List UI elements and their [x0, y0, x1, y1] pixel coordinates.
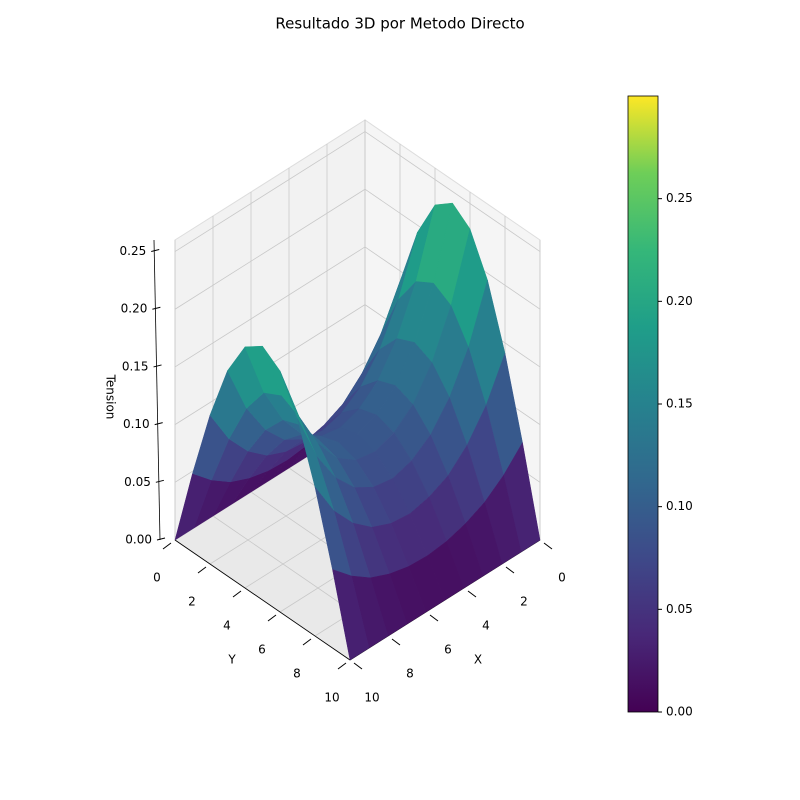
y-tick	[162, 542, 172, 550]
grid-line	[174, 246, 366, 368]
z-tick-label: 0.25	[120, 244, 147, 258]
z-tick	[151, 249, 160, 253]
x-axis-label: X	[474, 653, 482, 667]
z-axis-label: Tension	[104, 374, 118, 420]
y-tick-label: 4	[223, 619, 231, 633]
z-tick	[153, 364, 162, 368]
y-tick	[267, 614, 277, 622]
z-tick-label: 0.00	[125, 533, 152, 547]
x-tick	[429, 614, 439, 622]
colorbar	[627, 95, 659, 713]
y-tick-label: 6	[258, 643, 266, 657]
z-tick	[154, 422, 163, 426]
y-axis-label: Y	[227, 653, 236, 667]
z-tick	[152, 306, 161, 310]
axis-line	[153, 239, 161, 541]
x-tick-label: 0	[558, 571, 566, 585]
x-tick-label: 6	[444, 643, 452, 657]
z-tick-label: 0.20	[121, 302, 148, 316]
x-tick	[353, 662, 363, 670]
colorbar-tick-label: 0.20	[666, 294, 693, 308]
colorbar-tick-label: 0.25	[666, 191, 693, 205]
y-tick	[232, 590, 242, 598]
y-tick-label: 8	[293, 667, 301, 681]
y-tick	[197, 566, 207, 574]
x-tick-label: 2	[520, 595, 528, 609]
x-tick	[505, 566, 515, 574]
x-tick-label: 10	[364, 691, 379, 705]
y-tick-label: 2	[188, 595, 196, 609]
z-tick-label: 0.10	[123, 417, 150, 431]
x-tick	[467, 590, 477, 598]
grid-line	[174, 131, 366, 252]
y-tick	[302, 638, 312, 646]
colorbar-tick-label: 0.00	[666, 705, 693, 719]
colorbar-tick-label: 0.10	[666, 499, 693, 513]
chart-title: Resultado 3D por Metodo Directo	[275, 15, 524, 33]
z-tick-label: 0.15	[122, 359, 149, 373]
z-tick	[156, 537, 166, 541]
x-tick-label: 8	[406, 667, 414, 681]
x-tick	[391, 638, 401, 646]
y-tick	[337, 662, 347, 670]
axis-line	[174, 539, 351, 661]
surface-face	[332, 569, 370, 661]
grid-line	[174, 188, 366, 310]
x-tick-label: 4	[482, 619, 490, 633]
y-tick-label: 0	[153, 571, 161, 585]
x-tick	[543, 542, 553, 550]
grid-line	[364, 131, 541, 252]
colorbar-tick-label: 0.05	[666, 602, 693, 616]
colorbar-tick-label: 0.15	[666, 397, 693, 411]
y-tick-label: 10	[324, 691, 339, 705]
z-tick	[155, 479, 164, 483]
z-tick-label: 0.05	[124, 475, 151, 489]
